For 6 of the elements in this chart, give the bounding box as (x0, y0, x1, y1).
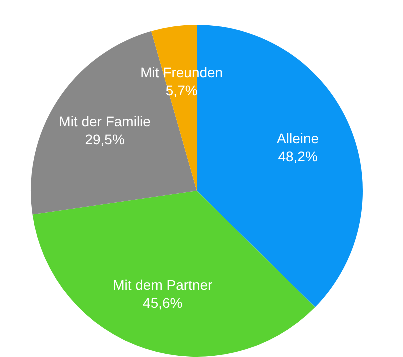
data-label: 45,6% (143, 294, 183, 311)
data-label: 29,5% (85, 131, 125, 148)
data-label: 48,2% (278, 148, 318, 164)
slice-label: Mit der Familie (59, 113, 152, 130)
slice-label: Mit dem Partner (113, 276, 214, 293)
slice-label: Alleine (277, 130, 320, 146)
